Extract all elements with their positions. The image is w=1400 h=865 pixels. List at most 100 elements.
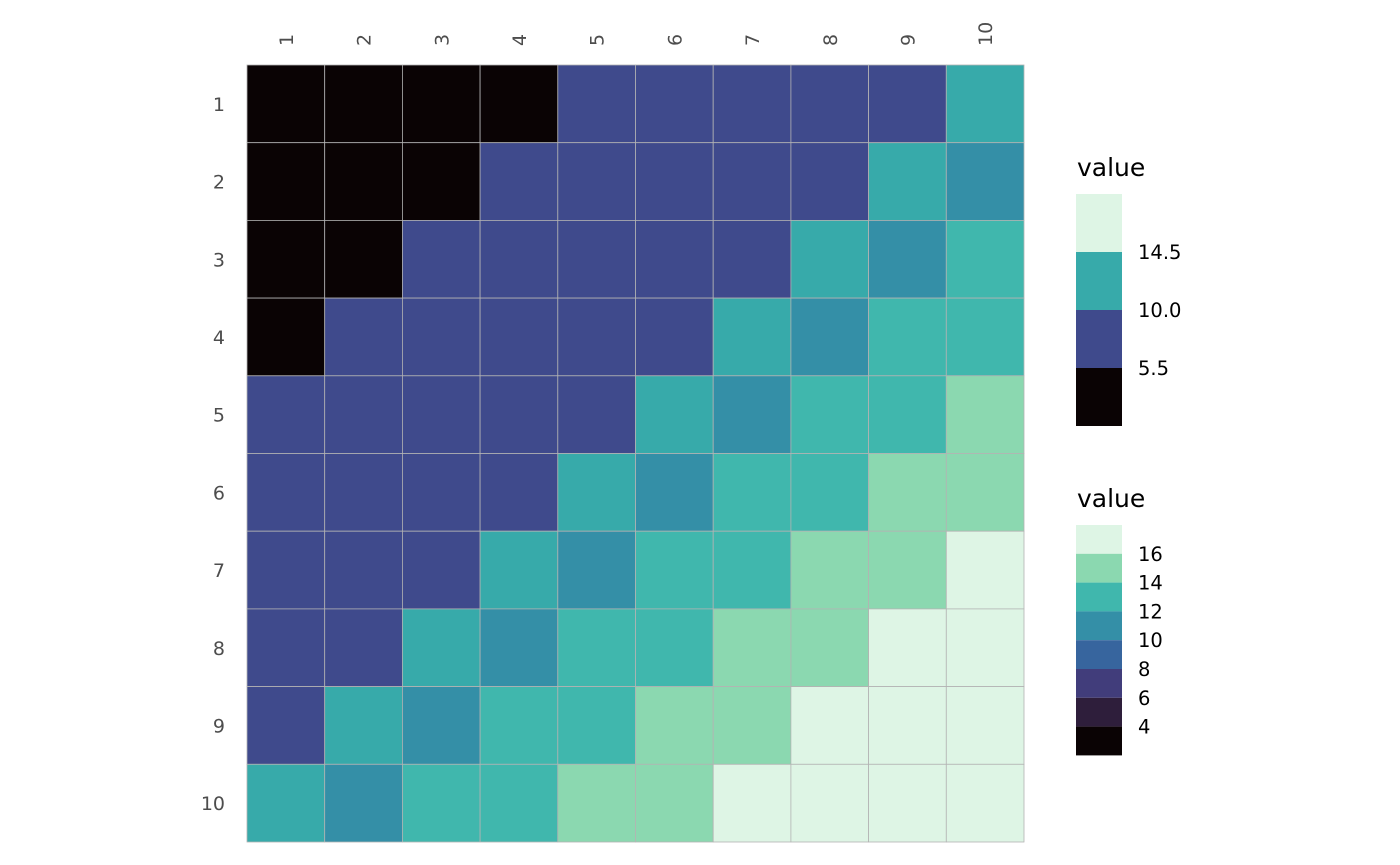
heatmap-cell-r1-c2 bbox=[324, 64, 403, 144]
heatmap-cell-r7-c7 bbox=[712, 530, 792, 610]
heatmap-cell-r3-c10 bbox=[945, 219, 1025, 299]
heatmap-cell-r5-c4 bbox=[479, 375, 559, 454]
heatmap-cell-r1-c8 bbox=[790, 64, 870, 144]
heatmap-cell-r4-c9 bbox=[868, 297, 947, 377]
x-tick-label: 1 bbox=[276, 34, 298, 46]
heatmap-cell-r8-c3 bbox=[401, 608, 481, 688]
heatmap-cell-r5-c10 bbox=[945, 375, 1025, 454]
legend-swatch bbox=[1076, 525, 1122, 554]
heatmap-cell-r2-c7 bbox=[712, 142, 792, 221]
heatmap-cell-r2-c1 bbox=[246, 142, 326, 221]
heatmap-cell-r2-c10 bbox=[945, 142, 1025, 221]
heatmap-cell-r9-c4 bbox=[479, 686, 559, 765]
heatmap-cell-r5-c7 bbox=[712, 375, 792, 454]
heatmap-cell-r10-c5 bbox=[557, 763, 636, 843]
heatmap-cell-r9-c9 bbox=[868, 686, 947, 765]
heatmap-cell-r7-c8 bbox=[790, 530, 870, 610]
y-tick-label: 8 bbox=[213, 638, 225, 660]
y-tick-label: 10 bbox=[201, 793, 225, 815]
heatmap-cell-r4-c1 bbox=[246, 297, 326, 377]
heatmap-cell-r1-c10 bbox=[945, 64, 1025, 144]
heatmap-cell-r7-c5 bbox=[557, 530, 636, 610]
x-tick-label: 4 bbox=[509, 34, 531, 46]
heatmap-cell-r9-c2 bbox=[324, 686, 403, 765]
heatmap-cell-r5-c8 bbox=[790, 375, 870, 454]
heatmap-cell-r1-c9 bbox=[868, 64, 947, 144]
heatmap-cell-r6-c2 bbox=[324, 453, 403, 532]
heatmap-cell-r1-c4 bbox=[479, 64, 559, 144]
heatmap-cells bbox=[246, 64, 1025, 843]
heatmap-cell-r6-c9 bbox=[868, 453, 947, 532]
legend-label: 4 bbox=[1138, 716, 1150, 739]
heatmap-cell-r10-c9 bbox=[868, 763, 947, 843]
legend-label: 14 bbox=[1138, 572, 1163, 595]
heatmap-cell-r8-c8 bbox=[790, 608, 870, 688]
y-tick-label: 3 bbox=[213, 249, 225, 271]
heatmap-cell-r3-c2 bbox=[324, 219, 403, 299]
heatmap-cell-r4-c6 bbox=[635, 297, 714, 377]
legend-label: 8 bbox=[1138, 658, 1150, 681]
heatmap-cell-r8-c10 bbox=[945, 608, 1025, 688]
heatmap-cell-r9-c8 bbox=[790, 686, 870, 765]
heatmap-cell-r6-c10 bbox=[945, 453, 1025, 532]
y-tick-label: 6 bbox=[213, 482, 225, 504]
y-axis-ticks: 1 2 3 4 5 6 7 8 9 10 bbox=[201, 94, 225, 815]
legend-label: 5.5 bbox=[1138, 357, 1169, 380]
heatmap-cell-r1-c3 bbox=[401, 64, 481, 144]
heatmap-cell-r3-c7 bbox=[712, 219, 792, 299]
legend-swatch bbox=[1076, 582, 1122, 612]
x-tick-label: 6 bbox=[664, 34, 686, 46]
heatmap-cell-r8-c7 bbox=[712, 608, 792, 688]
heatmap-cell-r3-c3 bbox=[401, 219, 481, 299]
legend-lower-triangle: value 5.5 10.0 14.5 bbox=[1076, 153, 1181, 426]
x-tick-label: 9 bbox=[897, 34, 919, 46]
heatmap-cell-r6-c7 bbox=[712, 453, 792, 532]
heatmap-cell-r4-c8 bbox=[790, 297, 870, 377]
heatmap-cell-r6-c3 bbox=[401, 453, 481, 532]
x-tick-label: 8 bbox=[820, 34, 842, 46]
heatmap-cell-r3-c6 bbox=[635, 219, 714, 299]
heatmap-cell-r4-c4 bbox=[479, 297, 559, 377]
heatmap-cell-r4-c10 bbox=[945, 297, 1025, 377]
legend-label: 10.0 bbox=[1138, 299, 1181, 322]
y-tick-label: 4 bbox=[213, 327, 225, 349]
heatmap-cell-r2-c2 bbox=[324, 142, 403, 221]
heatmap-cell-r7-c9 bbox=[868, 530, 947, 610]
x-tick-label: 10 bbox=[975, 22, 997, 46]
heatmap-cell-r7-c6 bbox=[635, 530, 714, 610]
legend-swatch bbox=[1076, 194, 1122, 252]
legend-swatch bbox=[1076, 640, 1122, 669]
legend-title: value bbox=[1077, 153, 1145, 182]
heatmap-cell-r2-c8 bbox=[790, 142, 870, 221]
heatmap-cell-r10-c4 bbox=[479, 763, 559, 843]
heatmap-cell-r8-c1 bbox=[246, 608, 326, 688]
heatmap-cell-r1-c7 bbox=[712, 64, 792, 144]
heatmap-cell-r6-c6 bbox=[635, 453, 714, 532]
heatmap-cell-r8-c6 bbox=[635, 608, 714, 688]
y-tick-label: 2 bbox=[213, 172, 225, 194]
legend-upper-triangle: value 4 6 8 10 12 14 16 bbox=[1076, 484, 1163, 756]
x-tick-label: 7 bbox=[742, 34, 764, 46]
legend-swatch bbox=[1076, 252, 1122, 310]
heatmap-cell-r6-c8 bbox=[790, 453, 870, 532]
heatmap-cell-r8-c2 bbox=[324, 608, 403, 688]
heatmap-cell-r9-c10 bbox=[945, 686, 1025, 765]
heatmap-cell-r7-c3 bbox=[401, 530, 481, 610]
x-axis-ticks: 1 2 3 4 5 6 7 8 9 10 bbox=[276, 22, 997, 46]
heatmap-cell-r1-c5 bbox=[557, 64, 636, 144]
heatmap-cell-r5-c1 bbox=[246, 375, 326, 454]
y-tick-label: 1 bbox=[213, 94, 225, 116]
heatmap-cell-r2-c4 bbox=[479, 142, 559, 221]
heatmap-cell-r5-c9 bbox=[868, 375, 947, 454]
heatmap-cell-r7-c4 bbox=[479, 530, 559, 610]
heatmap-cell-r7-c1 bbox=[246, 530, 326, 610]
heatmap-cell-r7-c2 bbox=[324, 530, 403, 610]
legend-swatch bbox=[1076, 726, 1122, 756]
heatmap-cell-r2-c5 bbox=[557, 142, 636, 221]
heatmap-cell-r4-c7 bbox=[712, 297, 792, 377]
x-tick-label: 2 bbox=[354, 34, 376, 46]
legend-swatch bbox=[1076, 553, 1122, 583]
heatmap-cell-r10-c2 bbox=[324, 763, 403, 843]
heatmap-cell-r3-c5 bbox=[557, 219, 636, 299]
